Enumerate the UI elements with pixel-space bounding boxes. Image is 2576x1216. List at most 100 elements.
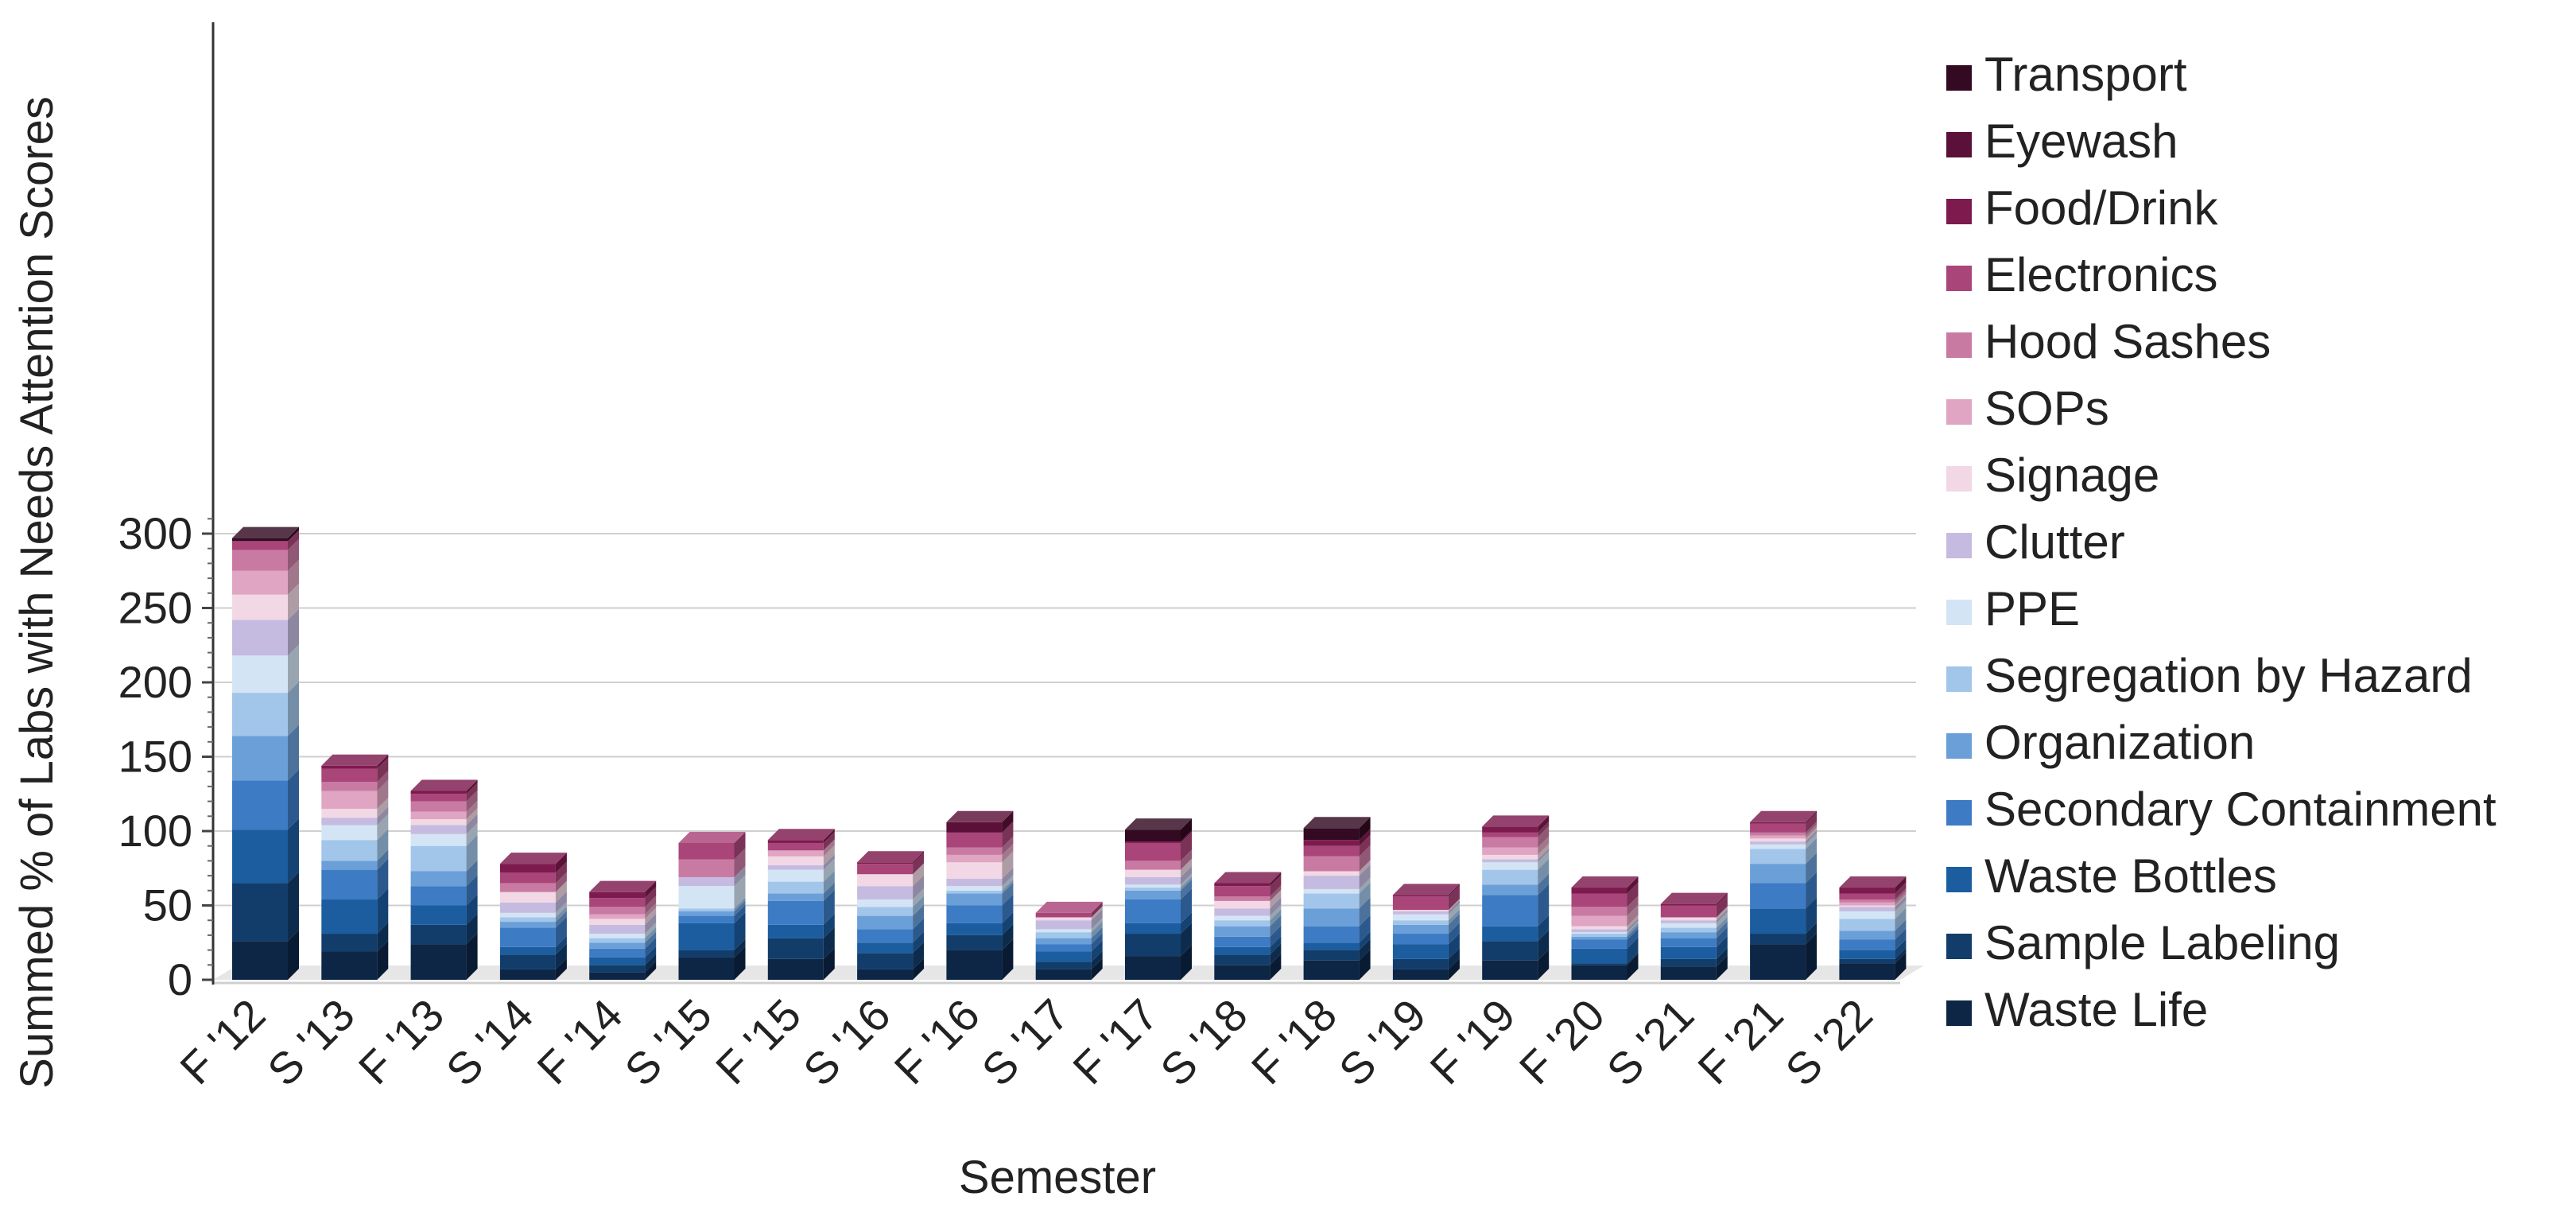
bar-segment-front (1214, 926, 1271, 937)
bar-segment-side (1002, 821, 1014, 848)
bar-segment-front (1214, 900, 1271, 909)
bar-stack (1303, 817, 1371, 980)
bar-segment-side (1627, 928, 1639, 949)
bar-segment (1035, 909, 1103, 930)
bar-segment-front (946, 878, 1003, 887)
bar-segment (1482, 843, 1550, 860)
bar-segment (1303, 915, 1371, 943)
bar-segment-front (232, 693, 288, 736)
bar-segment-front (1571, 907, 1627, 916)
bar-segment-front (321, 951, 378, 980)
bar-segment-side (1448, 909, 1460, 925)
bar-segment-front (1660, 905, 1717, 918)
bar-segment (589, 927, 657, 943)
bar-segment (767, 913, 835, 938)
legend-label: Waste Bottles (1984, 849, 2277, 903)
bar-segment-front (321, 765, 378, 769)
bar-segment-side (1359, 897, 1371, 927)
bar-segment (1392, 933, 1460, 959)
x-tick-label: S '21 (1597, 989, 1704, 1096)
bar-segment-side (913, 863, 925, 887)
legend-item: Hood Sashes (1946, 315, 2271, 368)
bar-top-face (678, 831, 746, 843)
bar-segment-side (823, 913, 835, 938)
bar-segment-front (1125, 888, 1181, 891)
bar-segment (1214, 909, 1282, 927)
bar-segment (1214, 889, 1282, 909)
legend-label: Segregation by Hazard (1984, 649, 2473, 702)
bar-segment (321, 814, 389, 841)
bar-segment-front (1392, 911, 1449, 915)
bar-segment-side (1806, 827, 1818, 842)
legend-item: Clutter (1946, 515, 2125, 569)
bar-segment-side (1627, 923, 1639, 937)
bar-segment-front (1839, 939, 1895, 950)
bar-segment-front (499, 927, 556, 947)
bar-segment-front (946, 950, 1003, 980)
bar-segment-side (1627, 876, 1639, 894)
bar-segment (1571, 921, 1639, 934)
bar-segment-front (1839, 919, 1895, 931)
legend-swatch (1946, 199, 1972, 224)
bar-segment-front (1571, 965, 1627, 980)
bar-segment-side (1627, 882, 1639, 907)
bar-segment-front (321, 782, 378, 791)
bar-segment-side (1538, 843, 1550, 860)
bar-segment-side (1895, 894, 1907, 907)
bar-segment (1303, 829, 1371, 846)
bar-stack (1392, 884, 1460, 980)
bar-segment-front (1035, 929, 1092, 933)
bar-segment (1750, 827, 1818, 842)
bar-segment (1214, 872, 1282, 887)
bar-segment (1571, 923, 1639, 937)
bar-segment (1482, 949, 1550, 980)
bar-segment-front (946, 862, 1003, 879)
bar-segment (499, 901, 567, 918)
legend-swatch (1946, 65, 1972, 91)
bar-segment-side (1181, 831, 1192, 861)
bar-segment (767, 927, 835, 959)
bar-segment-side (645, 937, 657, 958)
bar-stack (232, 526, 299, 980)
bar-segment-front (321, 840, 378, 861)
bar-segment (589, 887, 657, 907)
bar-segment-side (913, 851, 925, 864)
bar-segment (410, 808, 478, 826)
bar-segment (1125, 818, 1192, 842)
bar-segment (857, 863, 925, 887)
bar-segment-front (1660, 923, 1717, 928)
bar-segment-front (946, 890, 1003, 894)
bar-segment-front (678, 908, 735, 911)
bar-segment (1125, 873, 1192, 888)
bar-segment-side (734, 897, 746, 911)
bar-segment-front (410, 886, 467, 906)
bar-segment-side (1002, 836, 1014, 855)
bar-segment (410, 933, 478, 980)
bar-segment-front (589, 898, 646, 907)
bar-segment (1303, 931, 1371, 950)
bar-segment-front (232, 736, 288, 781)
bar-segment-side (288, 930, 299, 980)
bar-segment-front (1571, 932, 1627, 934)
bar-segment-front (1750, 944, 1806, 980)
bar-segment-side (645, 880, 657, 899)
bar-segment (321, 858, 389, 900)
bar-segment-side (466, 808, 478, 826)
bar-segment-side (1181, 849, 1192, 870)
y-tick-label: 0 (168, 954, 192, 1004)
bar-segment-front (499, 912, 556, 918)
bar-segment-front (1392, 934, 1449, 945)
bar-segment-side (913, 875, 925, 900)
bar-segment (946, 911, 1014, 935)
bar-segment-front (1839, 958, 1895, 964)
bar-segment (1392, 923, 1460, 945)
bar-segment-front (1482, 837, 1538, 848)
bar-segment (1839, 882, 1907, 900)
bar-segment (1214, 904, 1282, 921)
bar-segment-front (1839, 950, 1895, 959)
bar-segment (1660, 892, 1728, 906)
bar-segment-side (288, 559, 299, 595)
legend-item: Secondary Containment (1946, 783, 2496, 836)
bar-segment-front (410, 924, 467, 945)
bar-segment-front (857, 899, 914, 907)
